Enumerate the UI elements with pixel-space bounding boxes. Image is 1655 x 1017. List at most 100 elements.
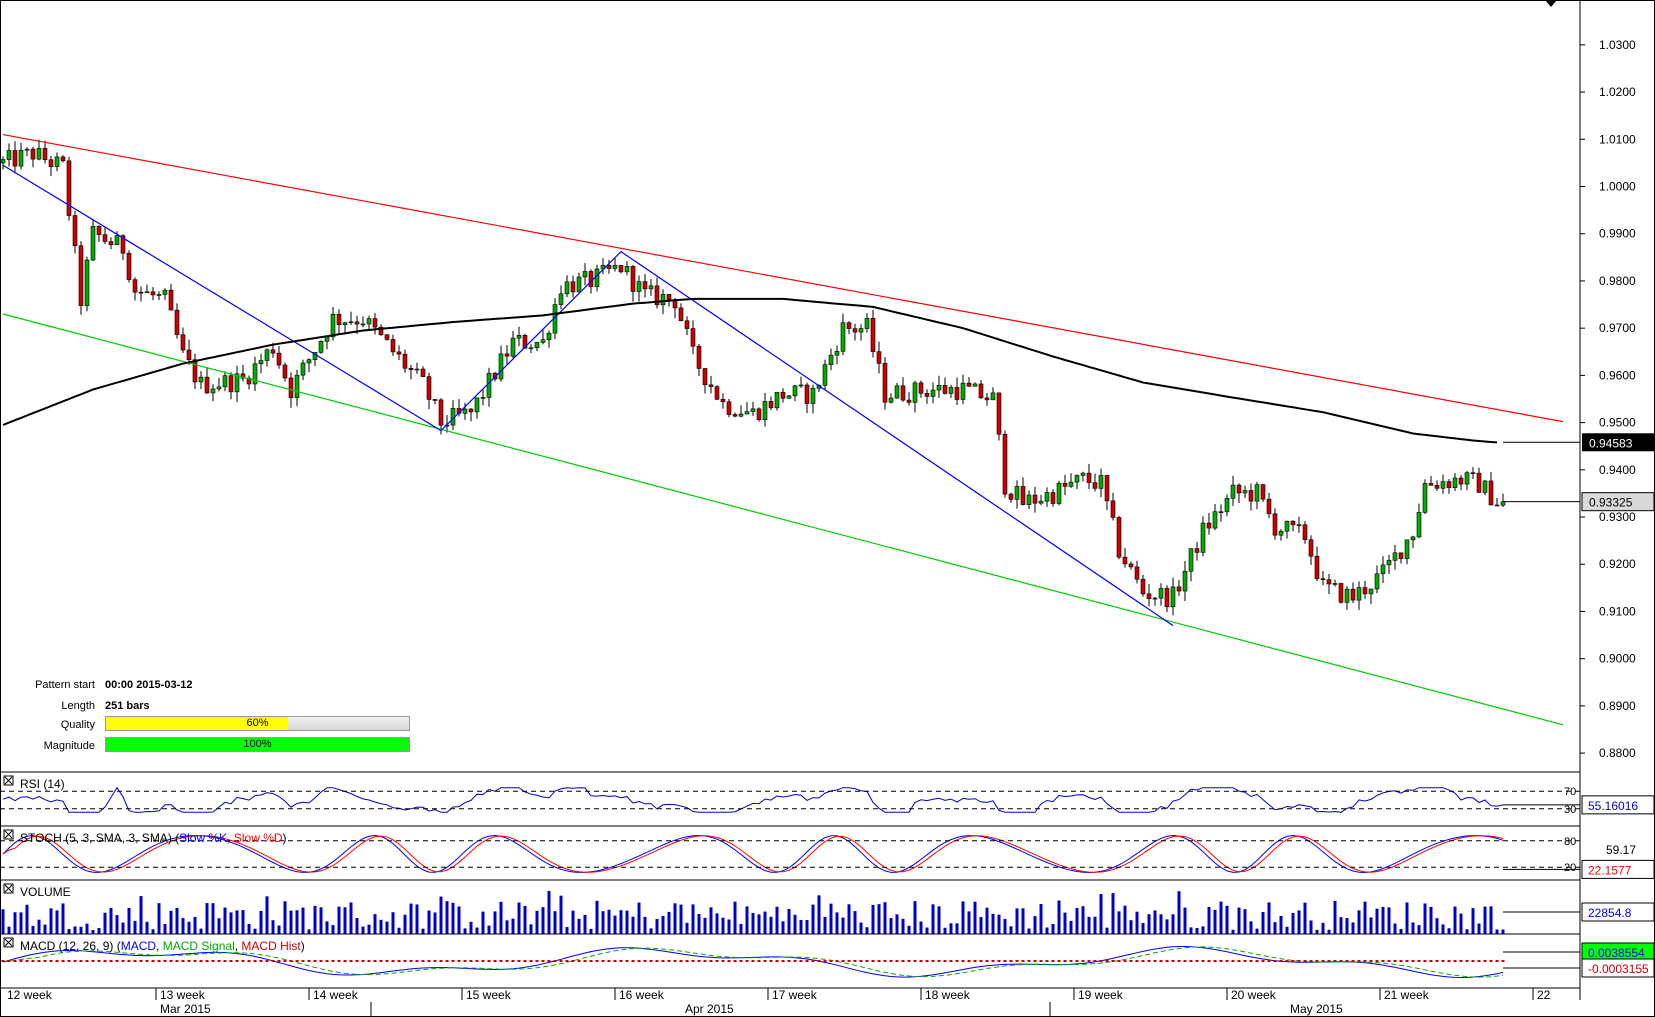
candle-body bbox=[342, 322, 348, 325]
quality-value: 60% bbox=[246, 717, 269, 729]
candle-body bbox=[726, 401, 732, 415]
macd-hist-bar bbox=[349, 960, 353, 962]
week-label: 16 week bbox=[619, 988, 665, 1002]
candle-body bbox=[906, 399, 912, 403]
candle-body bbox=[870, 318, 876, 352]
volume-bar bbox=[529, 924, 533, 934]
macd-hist-bar bbox=[829, 960, 833, 962]
candle-body bbox=[942, 385, 948, 394]
volume-bar bbox=[487, 925, 491, 934]
volume-bar bbox=[925, 927, 929, 934]
macd-hist-bar bbox=[1123, 960, 1127, 962]
volume-bar bbox=[751, 912, 755, 934]
macd-hist-bar bbox=[361, 960, 365, 962]
scroll-marker-icon bbox=[1545, 0, 1557, 7]
volume-bar bbox=[379, 919, 383, 934]
macd-hist-bar bbox=[61, 960, 65, 962]
volume-bar bbox=[703, 917, 707, 934]
volume-bar bbox=[1411, 922, 1415, 934]
quality-bar-fill bbox=[106, 717, 288, 730]
volume-bar bbox=[769, 916, 773, 934]
volume-bar bbox=[1279, 916, 1283, 934]
macd-hist-bar bbox=[853, 960, 857, 962]
macd-hist-bar bbox=[1045, 960, 1049, 962]
macd-hist-bar bbox=[1213, 960, 1217, 962]
volume-bar bbox=[445, 901, 449, 934]
candle-body bbox=[660, 294, 666, 306]
candle-body bbox=[972, 383, 978, 387]
price-tick-label: 0.9600 bbox=[1599, 368, 1636, 382]
candle-body bbox=[690, 328, 696, 347]
volume-bar bbox=[1171, 914, 1175, 934]
candle-body bbox=[1446, 481, 1452, 489]
volume-bar bbox=[157, 903, 161, 934]
macd-hist-bar bbox=[919, 960, 923, 962]
macd-hist-bar bbox=[943, 960, 947, 962]
macd-hist-bar bbox=[457, 960, 461, 962]
candle-body bbox=[1176, 586, 1182, 592]
rsi-level-label: 70 bbox=[1564, 786, 1576, 798]
volume-bar bbox=[241, 910, 245, 934]
volume-bar bbox=[571, 910, 575, 934]
volume-bar bbox=[1261, 912, 1265, 934]
candle-body bbox=[1254, 484, 1260, 502]
candle-body bbox=[1002, 433, 1008, 495]
macd-hist-bar bbox=[1357, 960, 1361, 962]
macd-hist-bar bbox=[511, 960, 515, 962]
candle-body bbox=[1464, 472, 1470, 485]
volume-bar bbox=[811, 904, 815, 934]
volume-bar bbox=[163, 924, 167, 934]
stoch-legend-part: Slow %K bbox=[179, 831, 227, 845]
rsi-value-label-box bbox=[1581, 795, 1655, 815]
price-tick-label: 1.0200 bbox=[1599, 85, 1636, 99]
macd-hist-bar bbox=[541, 960, 545, 962]
candle-body bbox=[1284, 520, 1290, 532]
candle-body bbox=[1068, 481, 1074, 487]
macd-hist-bar bbox=[967, 960, 971, 962]
macd-hist-bar bbox=[1399, 960, 1403, 962]
volume-bar bbox=[1255, 928, 1259, 934]
macd-hist-bar bbox=[1273, 960, 1277, 962]
candle-body bbox=[918, 382, 924, 394]
macd-signal-value-label-box bbox=[1581, 958, 1655, 978]
volume-bar bbox=[97, 928, 101, 934]
volume-value-label-box bbox=[1581, 902, 1655, 922]
volume-bar bbox=[655, 918, 659, 934]
macd-hist-bar bbox=[769, 960, 773, 962]
macd-legend-part: , bbox=[156, 939, 163, 953]
macd-hist-bar bbox=[1111, 960, 1115, 962]
macd-hist-bar bbox=[163, 960, 167, 962]
macd-hist-bar bbox=[937, 960, 941, 962]
volume-bar bbox=[973, 901, 977, 934]
macd-hist-bar bbox=[85, 960, 89, 962]
candle-body bbox=[468, 408, 474, 413]
candle-body bbox=[1392, 552, 1398, 561]
candle-body bbox=[528, 347, 534, 350]
volume-bar bbox=[763, 911, 767, 934]
macd-hist-bar bbox=[409, 960, 413, 962]
candle-body bbox=[696, 345, 702, 369]
volume-bar bbox=[931, 904, 935, 934]
macd-hist-bar bbox=[295, 960, 299, 962]
volume-bar bbox=[337, 906, 341, 934]
candle-body bbox=[858, 328, 864, 333]
magnitude-bar: 100% bbox=[105, 737, 410, 752]
volume-bar bbox=[1003, 919, 1007, 934]
macd-hist-bar bbox=[1195, 960, 1199, 962]
macd-hist-bar bbox=[1237, 960, 1241, 962]
macd-hist-bar bbox=[403, 960, 407, 962]
candle-body bbox=[504, 353, 510, 357]
candle-body bbox=[744, 411, 750, 415]
candle-body bbox=[1218, 511, 1224, 513]
macd-hist-bar bbox=[157, 960, 161, 962]
volume-bar bbox=[271, 920, 275, 934]
macd-hist-bar bbox=[505, 960, 509, 962]
macd-hist-bar bbox=[481, 960, 485, 962]
volume-bar bbox=[199, 928, 203, 934]
candle-body bbox=[702, 368, 708, 386]
macd-hist-bar bbox=[523, 960, 527, 962]
candle-body bbox=[174, 309, 180, 335]
candle-body bbox=[654, 285, 660, 306]
candle-body bbox=[828, 354, 834, 365]
candle-body bbox=[378, 326, 384, 335]
